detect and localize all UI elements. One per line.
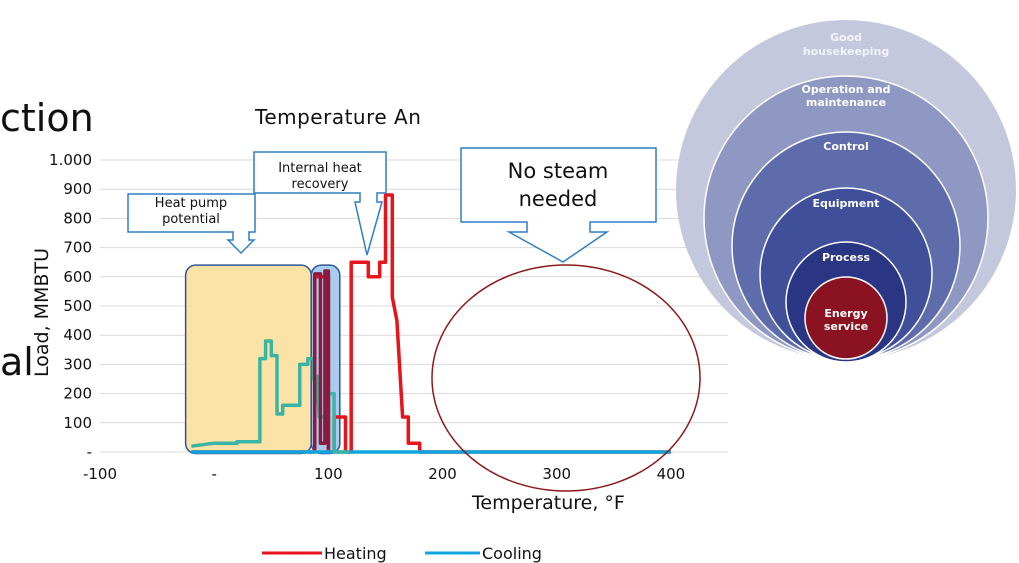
- callout-internal-line1: Internal heat: [278, 161, 362, 176]
- heat-pump-region: [184, 264, 312, 455]
- callout-heat-pump: Heat pump potential: [127, 193, 256, 255]
- x-tick-label: 100: [314, 465, 343, 483]
- y-tick-label: -: [87, 443, 92, 461]
- legend: Heating Cooling: [262, 544, 542, 563]
- series: [191, 193, 671, 454]
- y-tick-label: 400: [63, 326, 92, 344]
- ring-label-equipment: Equipment: [813, 197, 880, 210]
- y-tick-label: 800: [63, 209, 92, 227]
- ring-label-operation-1: Operation and: [802, 83, 891, 96]
- callout-internal-heat: Internal heat recovery: [253, 151, 387, 256]
- y-tick-label: 500: [63, 297, 92, 315]
- callout-heat-pump-line1: Heat pump: [155, 196, 227, 211]
- legend-cooling-label: Cooling: [482, 544, 542, 563]
- slide-text-fragment-top: ction: [0, 96, 94, 140]
- ring-label-operation-2: maintenance: [806, 96, 886, 109]
- callout-internal-line2: recovery: [292, 177, 349, 192]
- x-ticks: -100-100 200 300 400: [83, 465, 685, 483]
- y-tick-label: 200: [63, 385, 92, 403]
- legend-heating-label: Heating: [324, 544, 387, 563]
- ring-label-good-1: Good: [830, 31, 862, 44]
- y-tick-label: 1.000: [49, 151, 92, 169]
- x-tick-label: -100: [83, 465, 117, 483]
- callout-no-steam: No steam needed: [460, 147, 657, 263]
- y-ticks: - 100 200 300 400 500 600 700 800 900 1.000: [49, 151, 92, 461]
- x-tick-label: -: [211, 465, 216, 483]
- no-steam-highlight-ellipse: [431, 264, 701, 492]
- y-tick-label: 300: [63, 355, 92, 373]
- slide-text-fragment-mid: al: [0, 340, 34, 384]
- x-tick-label: 300: [542, 465, 571, 483]
- y-tick-label: 600: [63, 268, 92, 286]
- callout-no-steam-line2: needed: [519, 187, 598, 211]
- y-tick-label: 700: [63, 239, 92, 257]
- callout-no-steam-line1: No steam: [508, 159, 609, 183]
- ring-label-good-2: housekeeping: [803, 45, 890, 58]
- ring-label-process: Process: [822, 251, 871, 264]
- y-tick-label: 900: [63, 180, 92, 198]
- x-tick-label: 200: [428, 465, 457, 483]
- x-axis-label: Temperature, °F: [471, 492, 625, 514]
- series-line-unlabeled-3: [312, 269, 331, 450]
- ring-label-energy-2: service: [824, 320, 868, 333]
- ring-energy-service: [804, 276, 888, 360]
- y-axis-label: Load, MMBTU: [31, 248, 53, 377]
- callout-heat-pump-line2: potential: [162, 212, 220, 227]
- y-tick-label: 100: [63, 414, 92, 432]
- onion-diagram: Good housekeeping Operation and maintena…: [676, 20, 1016, 363]
- ring-label-energy-1: Energy: [824, 307, 867, 320]
- ring-label-control: Control: [823, 140, 868, 153]
- chart-title: Temperature An: [254, 105, 421, 129]
- x-tick-label: 400: [657, 465, 686, 483]
